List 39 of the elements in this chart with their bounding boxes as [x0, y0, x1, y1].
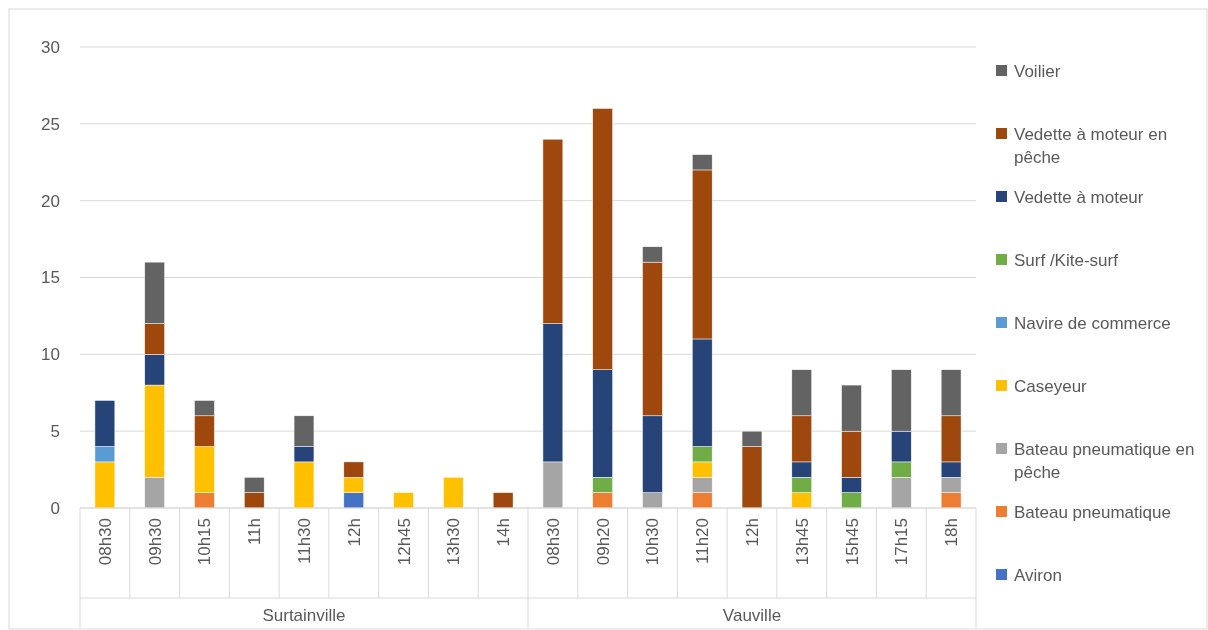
x-tick-label: 12h: [344, 518, 364, 547]
x-tick-label: 11h20: [693, 518, 713, 565]
x-tick-label: 13h45: [792, 518, 812, 566]
legend-label: Voilier: [1014, 61, 1061, 81]
legend-label: Vedette à moteur: [1014, 187, 1144, 207]
y-tick-label: 15: [41, 268, 60, 288]
legend-label: Bateau pneumatique: [1014, 502, 1171, 522]
bar: [492, 492, 514, 509]
legend-label: Navire de commerce: [1014, 313, 1171, 333]
x-tick-label: 09h20: [593, 518, 613, 566]
text: Vauville: [722, 605, 782, 625]
x-tick-label: 08h30: [543, 518, 563, 566]
x-tick-label: 11h: [245, 518, 265, 546]
x-tick-label: 11h30: [294, 518, 314, 565]
x-tick-label: 10h15: [195, 518, 215, 566]
x-tick-label: 18h: [942, 518, 962, 547]
bar: [443, 477, 464, 509]
x-tick-label: 15h45: [842, 518, 862, 566]
x-tick-label: 17h15: [892, 518, 912, 566]
y-tick-label: 30: [41, 37, 60, 57]
bar: [393, 492, 414, 509]
legend-label: Caseyeur: [1014, 376, 1088, 396]
y-tick-label: 20: [41, 191, 60, 211]
legend-label: Vedette à moteur en pêche: [1014, 124, 1168, 167]
x-tick-label: 09h30: [145, 518, 165, 566]
x-tick-label: 14h: [494, 518, 514, 547]
legend-label: Aviron: [1014, 565, 1062, 585]
x-tick-label: 12h: [742, 518, 762, 547]
y-tick-label: 10: [41, 345, 60, 365]
text: Surtainville: [262, 605, 346, 625]
y-tick-label: 25: [41, 114, 60, 134]
x-tick-label: 10h30: [643, 518, 663, 566]
legend-label: Bateau pneumatique en pêche: [1014, 439, 1195, 482]
x-tick-label: 12h45: [394, 518, 414, 566]
legend-label: Surf /Kite-surf: [1014, 250, 1119, 270]
y-tick-label: 5: [50, 422, 60, 442]
y-tick-label: 0: [50, 498, 60, 518]
x-tick-label: 08h30: [95, 518, 115, 566]
x-tick-label: 13h30: [444, 518, 464, 566]
